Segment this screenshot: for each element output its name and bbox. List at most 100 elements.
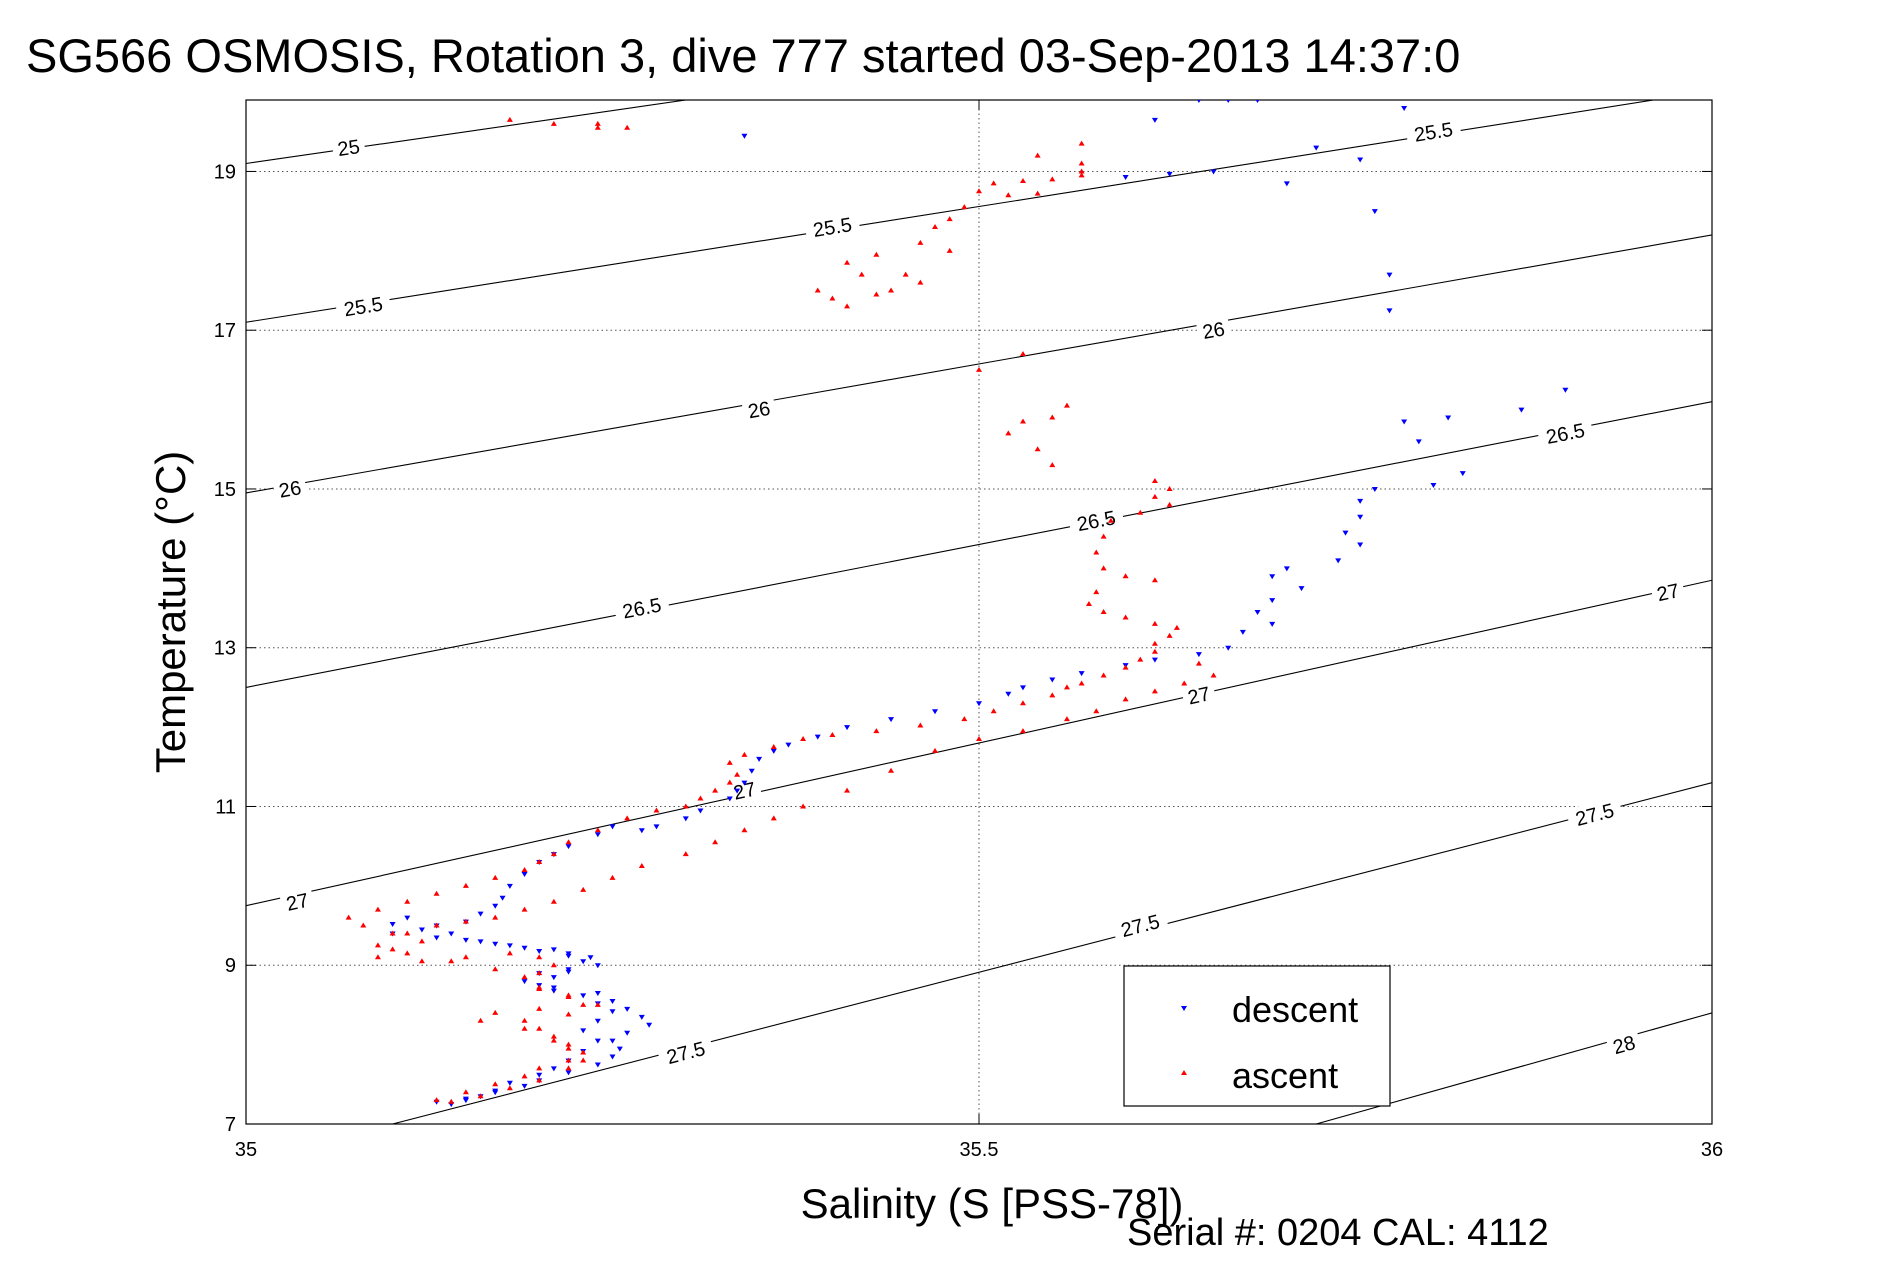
ascent-point-116 xyxy=(521,1073,528,1079)
ascent-point-160 xyxy=(1122,696,1129,702)
descent-point-127 xyxy=(404,915,411,921)
contour-label-text: 27 xyxy=(284,890,310,916)
ascent-point-95 xyxy=(418,938,425,944)
ascent-point-90 xyxy=(404,898,411,904)
ascent-point-106 xyxy=(580,1001,587,1007)
ascent-point-11 xyxy=(1019,177,1026,183)
descent-point-3 xyxy=(1401,105,1408,111)
descent-point-94 xyxy=(565,1070,572,1076)
ascent-point-83 xyxy=(565,839,572,845)
descent-point-32 xyxy=(1254,610,1261,615)
y-tick-label-1: 9 xyxy=(225,955,236,977)
ascent-point-130 xyxy=(565,1011,572,1017)
ascent-point-54 xyxy=(1151,620,1158,626)
ascent-point-108 xyxy=(492,1009,499,1015)
descent-point-41 xyxy=(1019,685,1026,691)
contour-line-4 xyxy=(246,579,1712,907)
descent-point-57 xyxy=(653,824,660,830)
ascent-point-157 xyxy=(1019,728,1026,734)
ascent-point-70 xyxy=(829,732,836,738)
descent-point-14 xyxy=(1386,308,1393,314)
descent-point-122 xyxy=(506,943,513,949)
ascent-point-86 xyxy=(521,866,528,872)
contour-label-bg xyxy=(741,394,777,425)
ascent-point-97 xyxy=(374,954,381,960)
descent-point-37 xyxy=(1151,657,1158,663)
descent-point-0 xyxy=(1197,100,1201,103)
descent-point-30 xyxy=(1298,586,1305,592)
descent-point-2 xyxy=(1255,100,1260,103)
descent-point-36 xyxy=(1195,652,1202,658)
descent-point-33 xyxy=(1269,621,1276,627)
ascent-point-7 xyxy=(1078,160,1085,166)
ascent-point-144 xyxy=(550,898,557,904)
descent-point-96 xyxy=(521,1083,528,1089)
ascent-point-65 xyxy=(1019,700,1026,706)
ascent-point-107 xyxy=(536,1005,543,1011)
ascent-point-30 xyxy=(844,303,851,309)
ascent-point-71 xyxy=(800,736,807,742)
ascent-point-119 xyxy=(433,1097,440,1103)
descent-point-79 xyxy=(594,963,601,969)
ascent-point-62 xyxy=(1078,680,1085,686)
descent-point-15 xyxy=(1562,387,1569,393)
descent-point-11 xyxy=(1283,181,1290,187)
ascent-point-23 xyxy=(858,271,865,277)
descent-point-86 xyxy=(624,1006,631,1012)
descent-point-9 xyxy=(1166,171,1173,177)
ascent-point-48 xyxy=(1122,573,1129,579)
ascent-point-66 xyxy=(990,708,997,714)
ascent-point-60 xyxy=(1122,664,1129,670)
ascent-point-5 xyxy=(1078,140,1085,146)
descent-point-66 xyxy=(499,895,506,901)
contour-label-2-1: 26 xyxy=(741,394,777,425)
ascent-point-118 xyxy=(462,1089,469,1095)
contour-label-bg xyxy=(279,886,316,917)
descent-point-46 xyxy=(844,725,851,731)
ascent-point-148 xyxy=(682,851,689,857)
ascent-point-102 xyxy=(550,962,557,968)
descent-point-105 xyxy=(536,1072,543,1078)
descent-point-119 xyxy=(580,959,587,965)
descent-point-85 xyxy=(609,998,616,1004)
descent-point-28 xyxy=(1283,566,1290,572)
ascent-point-155 xyxy=(932,747,939,753)
ascent-point-34 xyxy=(1049,414,1056,420)
descent-point-4 xyxy=(1151,117,1158,123)
descent-point-39 xyxy=(1078,671,1085,677)
ascent-point-2 xyxy=(594,120,601,126)
descent-point-72 xyxy=(448,931,455,937)
descent-point-12 xyxy=(1371,209,1378,215)
descent-point-10 xyxy=(1122,174,1129,180)
descent-point-35 xyxy=(1225,645,1232,651)
contour-label-text: 27 xyxy=(1186,683,1212,709)
descent-point-61 xyxy=(565,844,572,850)
ascent-point-32 xyxy=(976,366,982,372)
ascent-point-46 xyxy=(1093,549,1100,555)
ascent-point-6 xyxy=(1034,152,1041,158)
descent-point-31 xyxy=(1269,598,1276,604)
ascent-point-69 xyxy=(873,728,880,734)
ascent-point-19 xyxy=(917,239,924,245)
descent-point-112 xyxy=(609,1009,616,1015)
y-tick-label-6: 19 xyxy=(214,161,236,183)
ascent-point-98 xyxy=(418,958,425,964)
ascent-point-61 xyxy=(1100,672,1107,678)
ascent-point-134 xyxy=(521,974,528,980)
legend-descent-marker xyxy=(1181,1006,1187,1011)
ascent-point-138 xyxy=(374,942,381,948)
ascent-point-52 xyxy=(1100,609,1107,614)
ascent-point-142 xyxy=(492,914,499,920)
ascent-point-58 xyxy=(1151,648,1158,654)
ascent-point-25 xyxy=(917,279,924,285)
contour-label-4-2: 27 xyxy=(1180,680,1218,711)
contour-label-bg xyxy=(334,290,392,323)
ascent-point-93 xyxy=(360,922,367,928)
ascent-point-38 xyxy=(1049,462,1056,468)
contour-label-2-0: 26 xyxy=(272,474,308,504)
descent-point-84 xyxy=(594,991,601,997)
ascent-point-81 xyxy=(624,815,631,821)
ascent-point-51 xyxy=(1085,601,1092,607)
descent-point-102 xyxy=(462,1096,469,1102)
contour-label-4-3: 27 xyxy=(1649,576,1687,608)
